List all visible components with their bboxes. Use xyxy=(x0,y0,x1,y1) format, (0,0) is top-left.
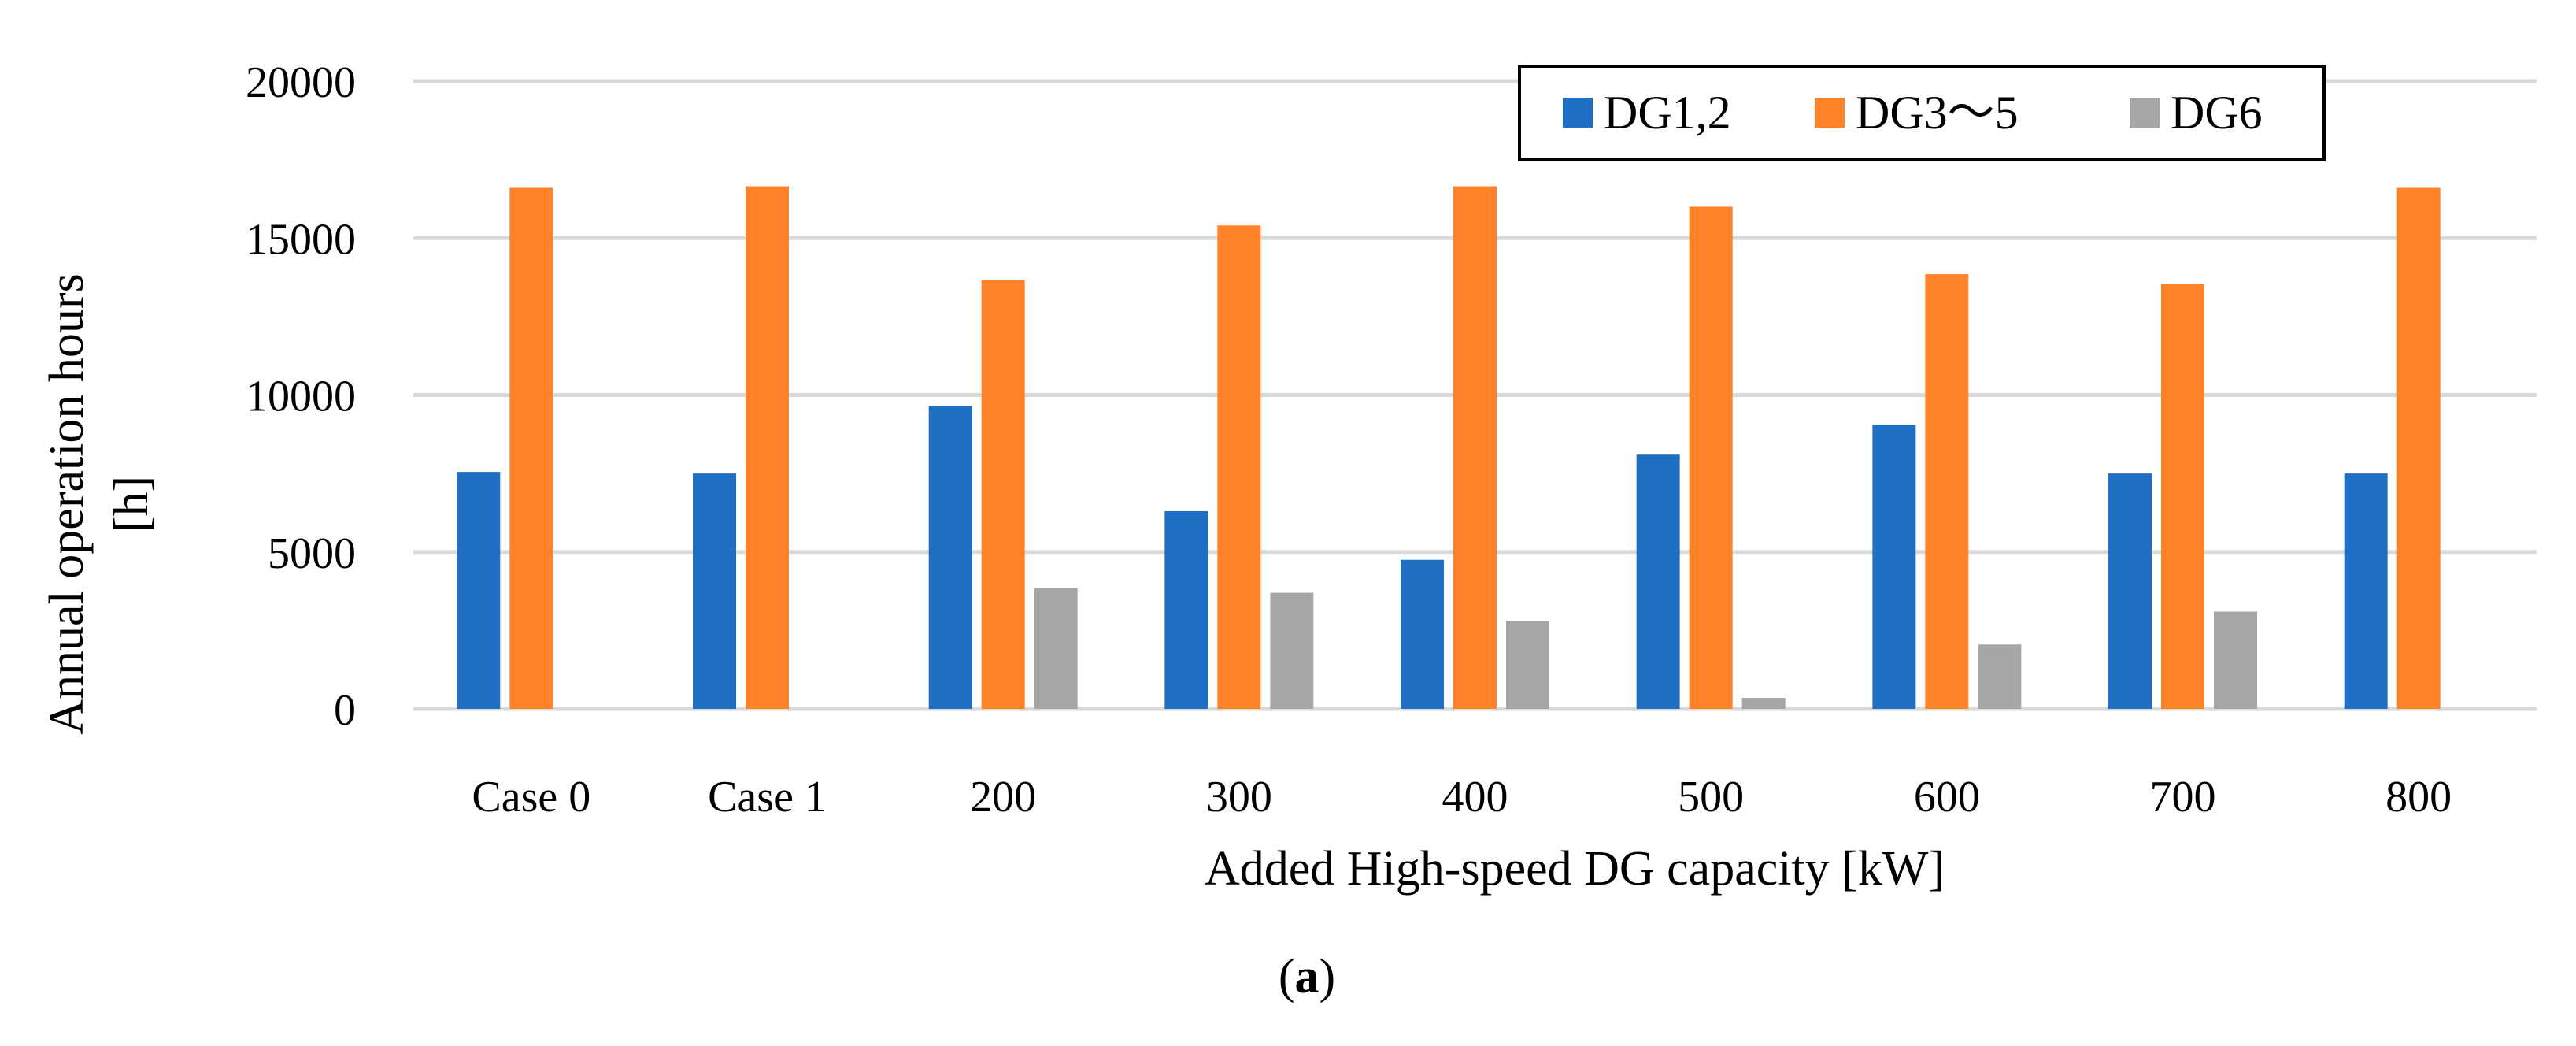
legend-label: DG3～5 xyxy=(1856,87,2019,139)
y-tick-label: 5000 xyxy=(268,529,356,578)
bar-DG6-500 xyxy=(1741,698,1786,709)
x-tick-label: Case 0 xyxy=(472,773,590,822)
bar-DG1,2-400 xyxy=(1401,559,1444,709)
caption-label: a xyxy=(1295,950,1319,1003)
bar-DG1,2-Case 0 xyxy=(457,472,501,709)
x-tick-label: 300 xyxy=(1206,773,1272,822)
legend-swatch-DG6 xyxy=(2130,98,2160,128)
y-tick-label: 20000 xyxy=(246,58,356,107)
bar-DG3～5-Case 1 xyxy=(746,186,789,709)
y-axis-title-line1: Annual operation hours xyxy=(40,273,94,734)
bar-DG3～5-600 xyxy=(1925,274,1969,709)
bar-DG3～5-400 xyxy=(1453,186,1497,709)
x-tick-label: 500 xyxy=(1678,773,1744,822)
bar-DG1,2-500 xyxy=(1636,454,1680,709)
bar-DG3～5-700 xyxy=(2161,284,2204,710)
bar-DG1,2-Case 1 xyxy=(693,473,736,709)
y-axis-ticks: 0 5000 10000 15000 20000 xyxy=(246,58,356,735)
x-tick-label: 600 xyxy=(1914,773,1980,822)
bar-DG3～5-500 xyxy=(1689,206,1733,709)
bar-DG6-600 xyxy=(1978,644,2022,709)
x-tick-label: 200 xyxy=(970,773,1036,822)
legend-swatch-DG1,2 xyxy=(1563,98,1593,128)
x-tick-label: 400 xyxy=(1442,773,1508,822)
legend-label: DG6 xyxy=(2171,87,2263,139)
y-tick-label: 15000 xyxy=(246,215,356,264)
y-axis-title-line2: [h] xyxy=(105,476,158,532)
bar-DG1,2-700 xyxy=(2108,473,2152,709)
bar-DG1,2-600 xyxy=(1872,425,1916,709)
bar-DG3～5-200 xyxy=(981,280,1025,709)
legend-label: DG1,2 xyxy=(1604,87,1731,139)
bar-DG6-400 xyxy=(1506,621,1549,709)
bar-DG6-200 xyxy=(1034,588,1078,709)
bar-DG3～5-Case 0 xyxy=(509,187,553,710)
y-axis-title: Annual operation hours [h] xyxy=(40,273,158,734)
bar-DG1,2-300 xyxy=(1164,510,1208,709)
y-tick-label: 10000 xyxy=(246,373,356,421)
legend-box xyxy=(1518,65,2326,161)
x-axis-ticks: Case 0 Case 1 200 300 400 500 600 700 800 xyxy=(472,773,2452,822)
x-axis-title: Added High-speed DG capacity [kW] xyxy=(1205,842,1945,896)
bar-DG3～5-300 xyxy=(1217,225,1261,709)
x-tick-label: Case 1 xyxy=(708,773,827,822)
x-tick-label: 800 xyxy=(2385,773,2452,822)
bar-DG1,2-800 xyxy=(2344,473,2388,709)
x-tick-label: 700 xyxy=(2150,773,2216,822)
bar-DG6-700 xyxy=(2214,611,2257,709)
legend: DG1,2 DG3～5 DG6 xyxy=(1518,65,2326,161)
bar-DG6-300 xyxy=(1270,592,1314,709)
bar-DG1,2-200 xyxy=(928,406,972,709)
figure-caption: (a) xyxy=(1279,950,1335,1003)
bar-DG3～5-800 xyxy=(2396,187,2441,710)
y-tick-label: 0 xyxy=(334,686,356,735)
legend-swatch-DG3～5 xyxy=(1815,98,1845,128)
bars xyxy=(457,186,2441,710)
caption-open-paren: ( xyxy=(1279,950,1295,1003)
caption-close-paren: ) xyxy=(1319,950,1336,1003)
